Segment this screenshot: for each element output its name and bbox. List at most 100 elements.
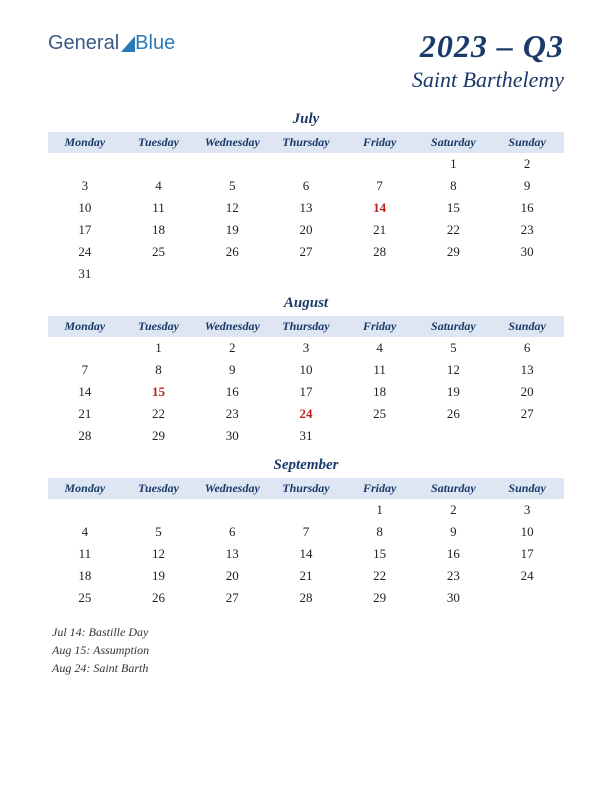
calendar-cell: 14 xyxy=(343,197,417,219)
day-header: Thursday xyxy=(269,316,343,337)
calendar-row: 3456789 xyxy=(48,175,564,197)
calendar-cell xyxy=(343,263,417,285)
calendar-cell xyxy=(343,425,417,447)
calendar-cell: 22 xyxy=(122,403,196,425)
day-header: Tuesday xyxy=(122,478,196,499)
calendar-cell: 13 xyxy=(269,197,343,219)
calendar-cell: 20 xyxy=(490,381,564,403)
calendar-cell: 10 xyxy=(490,521,564,543)
calendar-cell: 15 xyxy=(343,543,417,565)
holiday-item: Aug 15: Assumption xyxy=(52,641,564,659)
title-block: 2023 – Q3 Saint Barthelemy xyxy=(412,28,564,93)
calendar-cell: 4 xyxy=(122,175,196,197)
month-block: August MondayTuesdayWednesdayThursdayFrid… xyxy=(48,295,564,447)
header: GeneralBlue 2023 – Q3 Saint Barthelemy xyxy=(48,28,564,93)
calendar-cell: 6 xyxy=(490,337,564,359)
calendar-cell: 19 xyxy=(195,219,269,241)
calendar-cell: 29 xyxy=(343,587,417,609)
calendar-cell: 9 xyxy=(417,521,491,543)
calendar-cell xyxy=(48,337,122,359)
calendar-cell: 30 xyxy=(195,425,269,447)
calendar-table: MondayTuesdayWednesdayThursdayFridaySatu… xyxy=(48,132,564,285)
holiday-item: Aug 24: Saint Barth xyxy=(52,659,564,677)
day-header: Tuesday xyxy=(122,316,196,337)
calendar-cell: 20 xyxy=(195,565,269,587)
calendar-table: MondayTuesdayWednesdayThursdayFridaySatu… xyxy=(48,316,564,447)
calendar-cell: 16 xyxy=(195,381,269,403)
day-header: Tuesday xyxy=(122,132,196,153)
calendar-cell: 20 xyxy=(269,219,343,241)
calendar-cell: 24 xyxy=(269,403,343,425)
calendar-cell: 11 xyxy=(122,197,196,219)
calendar-row: 12 xyxy=(48,153,564,175)
calendar-cell: 13 xyxy=(195,543,269,565)
calendar-row: 18192021222324 xyxy=(48,565,564,587)
calendar-cell: 24 xyxy=(490,565,564,587)
calendar-cell: 16 xyxy=(417,543,491,565)
calendar-cell: 8 xyxy=(343,521,417,543)
calendar-container: JulyMondayTuesdayWednesdayThursdayFriday… xyxy=(48,111,564,609)
calendar-cell: 24 xyxy=(48,241,122,263)
day-header: Wednesday xyxy=(195,316,269,337)
calendar-cell xyxy=(417,263,491,285)
calendar-cell: 21 xyxy=(343,219,417,241)
calendar-cell: 10 xyxy=(269,359,343,381)
calendar-cell: 28 xyxy=(48,425,122,447)
holiday-item: Jul 14: Bastille Day xyxy=(52,623,564,641)
logo-text-blue: Blue xyxy=(135,32,175,55)
calendar-cell: 2 xyxy=(195,337,269,359)
calendar-row: 31 xyxy=(48,263,564,285)
calendar-cell: 8 xyxy=(122,359,196,381)
day-header: Monday xyxy=(48,478,122,499)
calendar-cell xyxy=(269,263,343,285)
calendar-row: 252627282930 xyxy=(48,587,564,609)
calendar-cell: 21 xyxy=(269,565,343,587)
calendar-row: 11121314151617 xyxy=(48,543,564,565)
calendar-cell: 25 xyxy=(343,403,417,425)
calendar-cell: 10 xyxy=(48,197,122,219)
calendar-cell xyxy=(269,153,343,175)
month-block: JulyMondayTuesdayWednesdayThursdayFriday… xyxy=(48,111,564,285)
calendar-cell: 8 xyxy=(417,175,491,197)
calendar-cell xyxy=(48,499,122,521)
calendar-cell: 1 xyxy=(343,499,417,521)
calendar-cell: 7 xyxy=(269,521,343,543)
calendar-cell: 12 xyxy=(417,359,491,381)
calendar-cell xyxy=(417,425,491,447)
calendar-cell: 19 xyxy=(122,565,196,587)
calendar-cell xyxy=(122,263,196,285)
calendar-row: 21222324252627 xyxy=(48,403,564,425)
day-header: Sunday xyxy=(490,478,564,499)
holiday-list: Jul 14: Bastille DayAug 15: AssumptionAu… xyxy=(48,623,564,677)
calendar-cell: 21 xyxy=(48,403,122,425)
calendar-row: 10111213141516 xyxy=(48,197,564,219)
day-header: Wednesday xyxy=(195,132,269,153)
calendar-cell: 17 xyxy=(269,381,343,403)
calendar-cell: 4 xyxy=(343,337,417,359)
month-name: August xyxy=(48,295,564,312)
calendar-cell: 17 xyxy=(48,219,122,241)
calendar-cell: 11 xyxy=(48,543,122,565)
calendar-cell xyxy=(490,587,564,609)
day-header: Sunday xyxy=(490,132,564,153)
calendar-cell: 9 xyxy=(490,175,564,197)
day-header: Monday xyxy=(48,132,122,153)
calendar-cell: 4 xyxy=(48,521,122,543)
calendar-cell: 6 xyxy=(269,175,343,197)
month-name: September xyxy=(48,457,564,474)
calendar-cell: 26 xyxy=(195,241,269,263)
calendar-cell: 17 xyxy=(490,543,564,565)
calendar-row: 123 xyxy=(48,499,564,521)
calendar-cell: 5 xyxy=(122,521,196,543)
month-block: SeptemberMondayTuesdayWednesdayThursdayF… xyxy=(48,457,564,609)
calendar-cell: 26 xyxy=(122,587,196,609)
calendar-cell: 2 xyxy=(490,153,564,175)
day-header: Saturday xyxy=(417,478,491,499)
calendar-row: 14151617181920 xyxy=(48,381,564,403)
calendar-cell xyxy=(269,499,343,521)
calendar-cell: 27 xyxy=(269,241,343,263)
calendar-cell: 25 xyxy=(48,587,122,609)
calendar-cell: 22 xyxy=(343,565,417,587)
day-header: Saturday xyxy=(417,316,491,337)
calendar-cell xyxy=(122,153,196,175)
